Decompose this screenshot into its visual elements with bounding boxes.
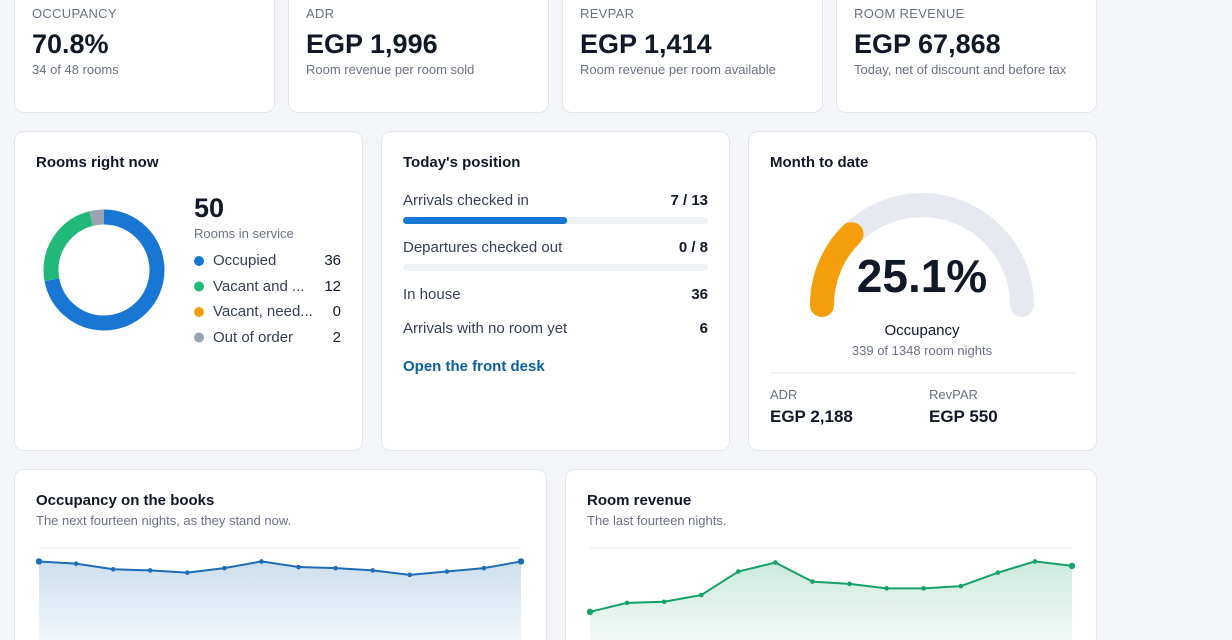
kpi-value: EGP 1,414 (580, 29, 712, 59)
legend-value: 2 (332, 328, 341, 346)
line-point (1068, 562, 1076, 570)
line-point (884, 586, 889, 591)
row-value: 0 / 8 (678, 239, 708, 256)
row-value: 36 (691, 286, 708, 303)
kpi-label: REVPAR (580, 6, 635, 21)
line-point (958, 583, 964, 589)
line-point (698, 592, 704, 598)
month-card (748, 131, 1097, 451)
legend-dot (194, 256, 204, 266)
rooms-total-label: Rooms in service (194, 226, 294, 241)
kpi-value: 70.8% (32, 29, 109, 59)
line-point (296, 564, 301, 570)
line-point (624, 600, 630, 606)
gauge-value (810, 222, 864, 317)
row-value: 7 / 13 (670, 192, 708, 209)
gauge-note: 339 of 1348 room nights (851, 343, 993, 358)
legend-label: Vacant, need... (213, 303, 313, 320)
card-title: Today's position (403, 154, 521, 171)
kpi-label: OCCUPANCY (32, 6, 117, 21)
line-point (921, 586, 926, 591)
legend-dot (194, 307, 204, 317)
line-point (517, 558, 525, 565)
line-point (110, 566, 116, 572)
line-point (444, 569, 450, 574)
legend-value: 12 (324, 277, 341, 295)
line-point (73, 561, 79, 566)
line-point (773, 560, 778, 565)
front-desk-link[interactable]: Open the front desk (403, 358, 545, 375)
line-point (736, 569, 741, 574)
card-title: Month to date (770, 154, 869, 171)
line-point (995, 570, 1001, 575)
line-point (35, 558, 43, 565)
line-point (586, 608, 594, 616)
stat-label: RevPAR (929, 387, 978, 402)
line-point (185, 570, 190, 575)
kpi-value: EGP 1,996 (306, 29, 438, 59)
stat-label: ADR (770, 387, 798, 402)
kpi-card (562, 0, 823, 113)
kpi-label: ADR (306, 6, 335, 21)
line-point (1032, 559, 1038, 564)
position-card (381, 131, 730, 451)
legend-label: Occupied (213, 252, 277, 269)
rooms-total: 50 (194, 193, 225, 223)
kpi-label: ROOM REVENUE (854, 6, 965, 21)
progress-track (403, 264, 708, 271)
row-label: Arrivals checked in (403, 192, 529, 209)
chart-subtitle: The next fourteen nights, as they stand … (36, 513, 292, 528)
kpi-note: Room revenue per room available (580, 62, 776, 77)
row-value: 6 (699, 320, 708, 337)
chart-title: Room revenue (587, 492, 692, 509)
legend-value: 36 (324, 252, 341, 269)
kpi-note: Room revenue per room sold (306, 62, 475, 77)
gauge-caption: Occupancy (884, 322, 960, 339)
stat-value: EGP 2,188 (770, 407, 853, 426)
legend-label: Vacant and ... (213, 277, 305, 295)
line-point (847, 581, 852, 587)
line-point (222, 565, 227, 571)
rooms-card (14, 131, 363, 451)
kpi-note: 34 of 48 rooms (32, 62, 119, 77)
kpi-card (836, 0, 1097, 113)
legend-label: Out of order (213, 328, 294, 346)
kpi-card (288, 0, 549, 113)
kpi-note: Today, net of discount and before tax (854, 62, 1067, 77)
row-label: Arrivals with no room yet (403, 320, 568, 337)
line-point (259, 559, 264, 564)
line-point (370, 568, 375, 573)
kpi-card (14, 0, 275, 113)
line (38, 560, 522, 576)
progress-fill (403, 217, 568, 224)
legend-value: 0 (332, 303, 341, 320)
line-area (39, 561, 521, 640)
legend-dot (194, 281, 204, 292)
row-label: Departures checked out (403, 239, 563, 256)
chart-title: Occupancy on the books (36, 492, 215, 509)
line-point (333, 565, 338, 571)
line-point (147, 568, 153, 573)
row-label: In house (403, 286, 461, 303)
line-point (810, 579, 815, 584)
line-area (590, 561, 1072, 640)
gauge-label: 25.1% (856, 250, 988, 302)
stat-value: EGP 550 (929, 407, 998, 426)
donut-segment (43, 209, 165, 331)
legend-dot (194, 332, 204, 343)
kpi-value: EGP 67,868 (854, 29, 1001, 59)
line-point (661, 599, 667, 605)
line-point (407, 572, 413, 578)
line-point (481, 565, 487, 571)
card-title: Rooms right now (36, 154, 159, 171)
donut-segment (43, 209, 165, 331)
chart-subtitle: The last fourteen nights. (587, 513, 727, 528)
line (589, 560, 1073, 613)
